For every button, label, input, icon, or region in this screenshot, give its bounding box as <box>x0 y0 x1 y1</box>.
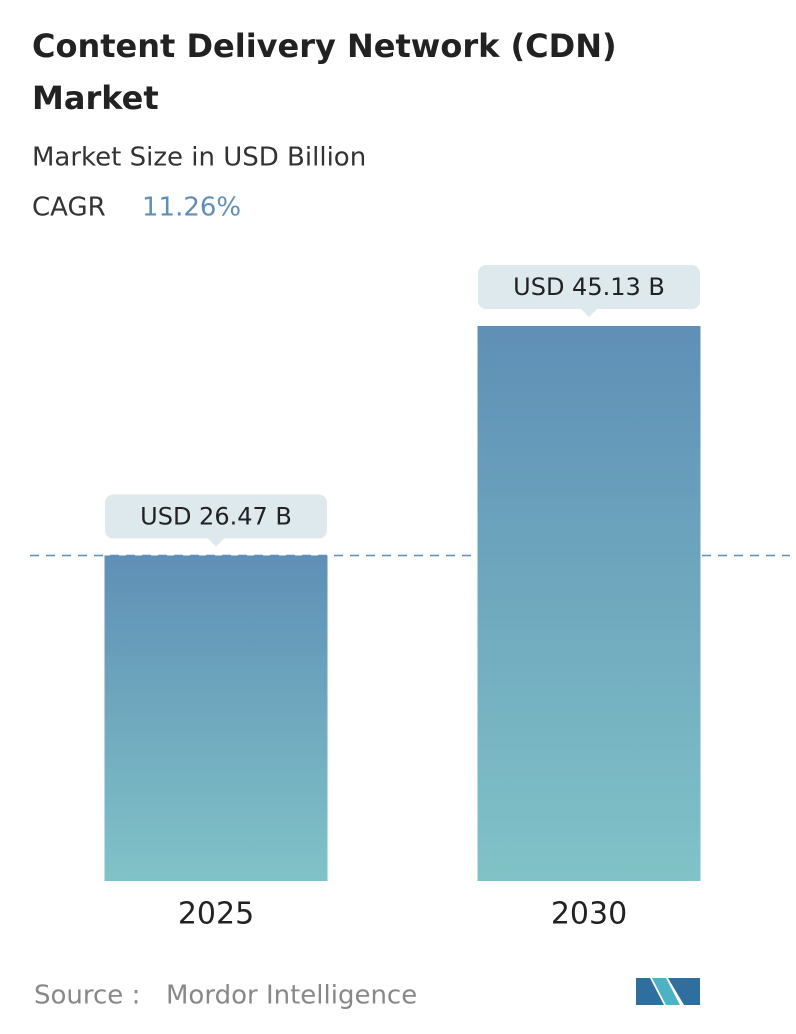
source-label: Source : <box>34 981 140 1011</box>
value-label-pointer <box>581 309 597 317</box>
value-label-box <box>478 265 700 309</box>
bar <box>477 326 701 881</box>
source: Mordor Intelligence <box>166 981 417 1011</box>
cagr-label: CAGR <box>32 193 106 223</box>
value-label: USD 26.47 B <box>140 502 292 530</box>
bar <box>104 555 328 881</box>
chart-subtitle: Market Size in USD Billion <box>32 143 366 173</box>
chart-title: Market <box>32 79 159 117</box>
cagr-value: 11.26% <box>142 193 241 223</box>
value-label: USD 45.13 B <box>513 273 665 301</box>
x-tick-label: 2025 <box>178 897 254 932</box>
x-tick-label: 2030 <box>551 897 627 932</box>
chart-title: Content Delivery Network (CDN) <box>32 27 617 65</box>
value-label-box <box>105 494 327 539</box>
logo <box>636 978 700 1005</box>
value-label-pointer <box>208 538 224 547</box>
